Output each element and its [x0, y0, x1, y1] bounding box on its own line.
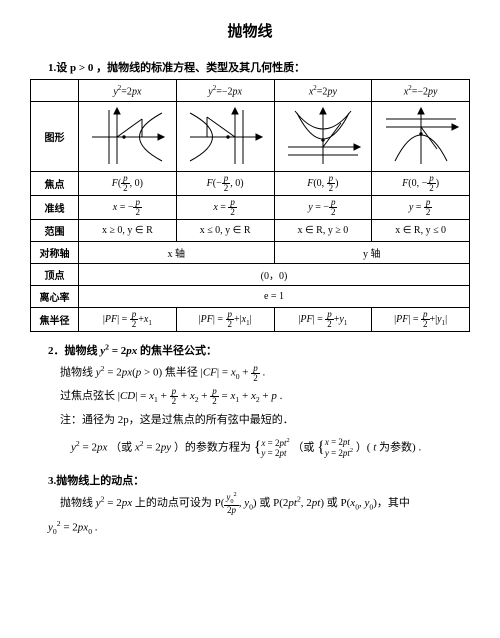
- cell: y 轴: [274, 242, 470, 264]
- formula-line: y2 = 2px （或 x2 = 2py ）的参数方程为 {x = 2pt2y …: [60, 433, 470, 463]
- equation-cell: x2=−2py: [372, 80, 470, 102]
- row-head-directrix: 准线: [31, 196, 79, 220]
- cell: x ≤ 0, y ∈ R: [176, 220, 274, 242]
- formula-line: 抛物线 y2 = 2px(p > 0) 焦半径 |CF| = x0 + p2 .: [60, 362, 470, 384]
- row-head-axis: 对称轴: [31, 242, 79, 264]
- formula-line: 过焦点弦长 |CD| = x1 + p2 + x2 + p2 = x1 + x2…: [60, 386, 470, 408]
- cell: F(0, −p2): [372, 172, 470, 196]
- graph-cell: [274, 102, 372, 172]
- cell: x ∈ R, y ≤ 0: [372, 220, 470, 242]
- graph-cell: [372, 102, 470, 172]
- cell: F(−p2, 0): [176, 172, 274, 196]
- equation-cell: x2=2py: [274, 80, 372, 102]
- table-row: 对称轴 x 轴 y 轴: [31, 242, 470, 264]
- equation-cell: y2=2px: [79, 80, 177, 102]
- cell: e = 1: [79, 286, 470, 308]
- graph-cell: [176, 102, 274, 172]
- cell: x = p2: [176, 196, 274, 220]
- row-head-ecc: 离心率: [31, 286, 79, 308]
- cell: x ≥ 0, y ∈ R: [79, 220, 177, 242]
- equation-cell: y2=−2px: [176, 80, 274, 102]
- cell: x ∈ R, y ≥ 0: [274, 220, 372, 242]
- row-head-vertex: 顶点: [31, 264, 79, 286]
- formula-line: 注：通径为 2p，这是过焦点的所有弦中最短的．: [60, 410, 470, 431]
- blank-cell: [31, 80, 79, 102]
- page-title: 抛物线: [30, 20, 470, 41]
- row-head-semilatus: 焦半径: [31, 308, 79, 332]
- cell: (0，0): [79, 264, 470, 286]
- formula-line: y02 = 2px0 .: [48, 517, 470, 539]
- cell: |PF| = p2+y1: [274, 308, 372, 332]
- table-row: 焦半径 |PF| = p2+x1 |PF| = p2+|x1| |PF| = p…: [31, 308, 470, 332]
- row-head-focus: 焦点: [31, 172, 79, 196]
- graph-cell: [79, 102, 177, 172]
- cell: |PF| = p2+|x1|: [176, 308, 274, 332]
- table-row: 离心率 e = 1: [31, 286, 470, 308]
- cell: y = p2: [372, 196, 470, 220]
- cell: F(p2, 0): [79, 172, 177, 196]
- cell: y = −p2: [274, 196, 372, 220]
- table-row: 范围 x ≥ 0, y ∈ R x ≤ 0, y ∈ R x ∈ R, y ≥ …: [31, 220, 470, 242]
- table-row: y2=2px y2=−2px x2=2py x2=−2py: [31, 80, 470, 102]
- section-3-heading: 3.抛物线上的动点：: [48, 472, 470, 488]
- row-head-graph: 图形: [31, 102, 79, 172]
- table-row: 顶点 (0，0): [31, 264, 470, 286]
- table-row: 准线 x = −p2 x = p2 y = −p2 y = p2: [31, 196, 470, 220]
- formula-line: 抛物线 y2 = 2px 上的动点可设为 P(y022p, y0) 或 P(2p…: [60, 492, 470, 515]
- cell: F(0, p2): [274, 172, 372, 196]
- cell: x = −p2: [79, 196, 177, 220]
- table-row: 图形: [31, 102, 470, 172]
- table-row: 焦点 F(p2, 0) F(−p2, 0) F(0, p2) F(0, −p2): [31, 172, 470, 196]
- properties-table: y2=2px y2=−2px x2=2py x2=−2py 图形: [30, 79, 470, 332]
- cell: x 轴: [79, 242, 275, 264]
- section-1-heading: 1.设 p > 0 ，抛物线的标准方程、类型及其几何性质：: [48, 59, 470, 75]
- cell: |PF| = p2+|y1|: [372, 308, 470, 332]
- section-2-heading: 2．抛物线 y2 = 2px 的焦半径公式：: [48, 342, 470, 358]
- cell: |PF| = p2+x1: [79, 308, 177, 332]
- row-head-range: 范围: [31, 220, 79, 242]
